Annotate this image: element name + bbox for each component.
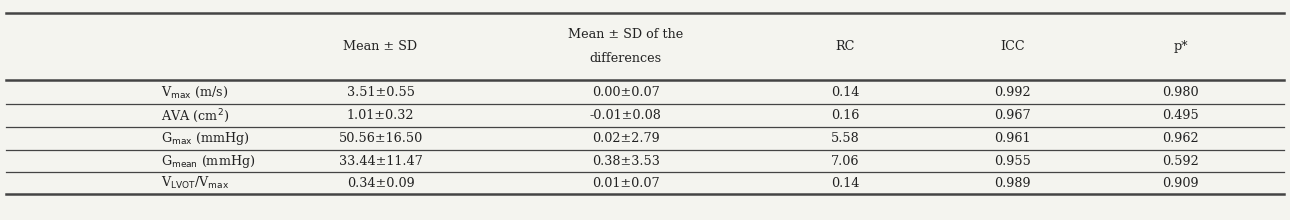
Text: 0.01±0.07: 0.01±0.07 <box>592 177 659 190</box>
Text: 0.00±0.07: 0.00±0.07 <box>592 86 659 99</box>
Text: 0.980: 0.980 <box>1162 86 1198 99</box>
Text: 1.01±0.32: 1.01±0.32 <box>347 109 414 122</box>
Text: 0.961: 0.961 <box>995 132 1031 145</box>
Text: 0.967: 0.967 <box>995 109 1031 122</box>
Text: 0.962: 0.962 <box>1162 132 1198 145</box>
Text: 0.989: 0.989 <box>995 177 1031 190</box>
Text: 0.992: 0.992 <box>995 86 1031 99</box>
Text: 50.56±16.50: 50.56±16.50 <box>338 132 423 145</box>
Text: 0.955: 0.955 <box>995 155 1031 168</box>
Text: 0.495: 0.495 <box>1162 109 1198 122</box>
Text: Mean ± SD: Mean ± SD <box>343 40 418 53</box>
Text: 0.909: 0.909 <box>1162 177 1198 190</box>
Text: 0.14: 0.14 <box>831 86 859 99</box>
Text: 0.02±2.79: 0.02±2.79 <box>592 132 659 145</box>
Text: AVA (cm$^{2}$): AVA (cm$^{2}$) <box>161 107 230 125</box>
Text: 0.38±3.53: 0.38±3.53 <box>592 155 659 168</box>
Text: RC: RC <box>835 40 855 53</box>
Text: -0.01±0.08: -0.01±0.08 <box>590 109 662 122</box>
Text: p*: p* <box>1173 40 1188 53</box>
Text: differences: differences <box>590 52 662 65</box>
Text: V$_{\mathrm{LVOT}}$/V$_{\mathrm{max}}$: V$_{\mathrm{LVOT}}$/V$_{\mathrm{max}}$ <box>161 175 230 191</box>
Text: 5.58: 5.58 <box>831 132 859 145</box>
Text: 0.592: 0.592 <box>1162 155 1198 168</box>
Text: 0.16: 0.16 <box>831 109 859 122</box>
Text: 33.44±11.47: 33.44±11.47 <box>339 155 422 168</box>
Text: V$_{\mathrm{max}}$ (m/s): V$_{\mathrm{max}}$ (m/s) <box>161 85 228 100</box>
Text: ICC: ICC <box>1000 40 1026 53</box>
Text: 7.06: 7.06 <box>831 155 859 168</box>
Text: Mean ± SD of the: Mean ± SD of the <box>568 28 684 41</box>
Text: 0.14: 0.14 <box>831 177 859 190</box>
Text: 0.34±0.09: 0.34±0.09 <box>347 177 414 190</box>
Text: 3.51±0.55: 3.51±0.55 <box>347 86 414 99</box>
Text: G$_{\mathrm{mean}}$ (mmHg): G$_{\mathrm{mean}}$ (mmHg) <box>161 153 255 170</box>
Text: G$_{\mathrm{max}}$ (mmHg): G$_{\mathrm{max}}$ (mmHg) <box>161 130 250 147</box>
